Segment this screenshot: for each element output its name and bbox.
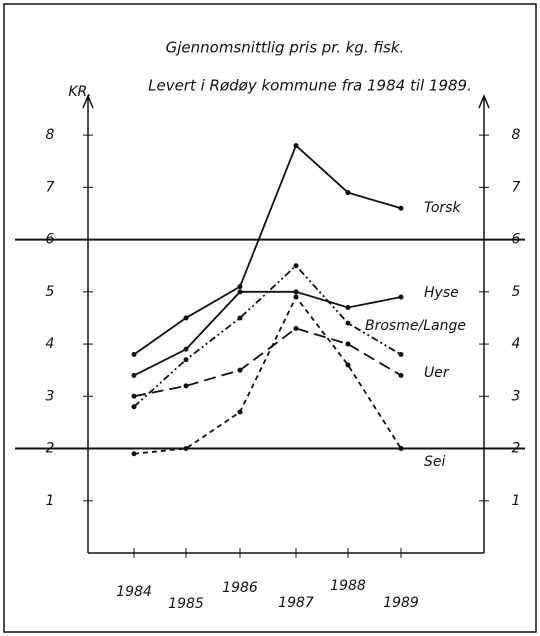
series-line xyxy=(133,144,402,356)
y-axis-label: KR. xyxy=(68,84,91,100)
x-tick-label: 1987 xyxy=(278,595,314,611)
y2-tick-label: 5 xyxy=(512,284,521,300)
data-point xyxy=(293,289,299,295)
data-point xyxy=(398,294,404,300)
frame xyxy=(3,3,537,633)
y2-tick-label: 8 xyxy=(512,127,521,143)
data-point xyxy=(237,315,243,321)
data-point xyxy=(293,325,299,331)
data-point xyxy=(131,393,137,399)
data-point xyxy=(345,362,351,368)
data-point xyxy=(183,446,189,452)
chart-subtitle: Levert i Rødøy kommune fra 1984 til 1989… xyxy=(148,77,472,95)
data-point xyxy=(398,372,404,378)
series-label: Torsk xyxy=(424,200,461,216)
x-tick-label: 1989 xyxy=(383,595,419,611)
x-tick-label: 1984 xyxy=(116,584,152,600)
y-tick-label: 3 xyxy=(46,388,55,404)
series-line xyxy=(133,327,402,398)
data-point xyxy=(183,315,189,321)
x-tick-label: 1985 xyxy=(168,596,204,612)
series-line xyxy=(133,264,402,408)
data-point xyxy=(345,341,351,347)
data-point xyxy=(183,346,189,352)
data-point xyxy=(237,289,243,295)
series-line xyxy=(133,295,402,455)
data-point xyxy=(183,357,189,363)
data-point xyxy=(293,143,299,149)
y2-tick-label: 4 xyxy=(512,336,521,352)
data-point xyxy=(131,404,137,410)
y-tick-label: 5 xyxy=(46,284,55,300)
data-point xyxy=(345,320,351,326)
data-point xyxy=(237,284,243,290)
data-point xyxy=(293,263,299,269)
data-point xyxy=(131,451,137,457)
series-label: Uer xyxy=(424,365,450,381)
chart-title: Gjennomsnittlig pris pr. kg. fisk. xyxy=(166,39,405,57)
y-tick-label: 1 xyxy=(46,493,55,509)
y2-tick-label: 1 xyxy=(512,493,521,509)
y-tick-label: 7 xyxy=(46,179,55,195)
y-tick-label: 4 xyxy=(46,336,55,352)
x-tick-label: 1986 xyxy=(222,580,258,596)
data-point xyxy=(237,367,243,373)
y2-tick-label: 3 xyxy=(512,388,521,404)
data-point xyxy=(183,383,189,389)
series-label: Brosme/Lange xyxy=(365,318,466,334)
data-point xyxy=(293,294,299,300)
series-label: Hyse xyxy=(424,285,459,301)
data-point xyxy=(398,446,404,452)
data-point xyxy=(398,352,404,358)
data-point xyxy=(131,372,137,378)
data-point xyxy=(398,205,404,211)
data-point xyxy=(345,304,351,310)
data-point xyxy=(345,190,351,196)
data-point xyxy=(237,409,243,415)
y-tick-label: 8 xyxy=(46,127,55,143)
x-tick-label: 1988 xyxy=(330,578,366,594)
series-label: Sei xyxy=(424,454,446,470)
data-point xyxy=(131,352,137,358)
right-axis xyxy=(478,94,490,553)
series-line xyxy=(133,290,402,377)
y2-tick-label: 7 xyxy=(512,179,521,195)
left-axis xyxy=(82,94,94,553)
